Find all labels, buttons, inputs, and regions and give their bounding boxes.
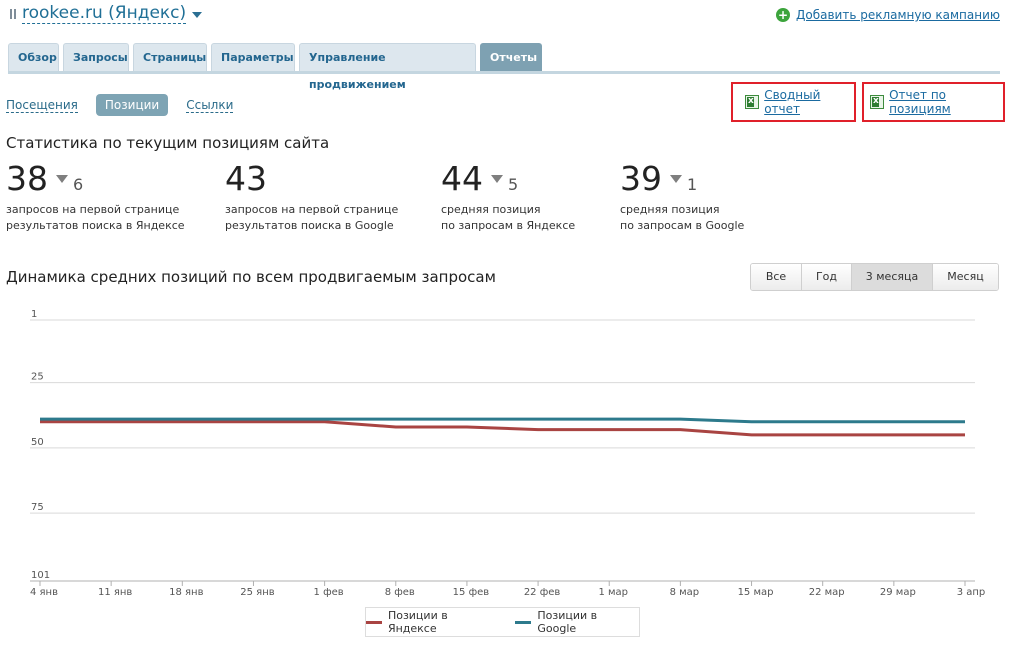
stat-value: 38	[6, 159, 48, 198]
dynamics-heading: Динамика средних позиций по всем продвиг…	[6, 268, 496, 286]
subnav-positions[interactable]: Позиции	[95, 94, 169, 116]
plus-icon: +	[775, 8, 790, 22]
sub-navigation: Посещения Позиции Ссылки	[6, 94, 234, 116]
stat-caption-line: запросов на первой странице	[225, 203, 399, 216]
y-tick-label: 1	[31, 309, 37, 320]
positions-report-label[interactable]: Отчет по позициям	[889, 88, 951, 116]
stats-heading: Статистика по текущим позициям сайта	[6, 134, 330, 152]
tab-overview[interactable]: Обзор	[8, 43, 59, 71]
x-tick-label: 15 мар	[738, 587, 774, 598]
x-tick-label: 8 фев	[385, 587, 415, 598]
subnav-visits[interactable]: Посещения	[6, 97, 78, 113]
x-tick-label: 22 мар	[809, 587, 845, 598]
range-year-button[interactable]: Год	[801, 264, 851, 290]
stat-caption-line: запросов на первой странице	[6, 203, 180, 216]
stat-caption-line: результатов поиска в Яндексе	[6, 219, 185, 232]
series-line-yandex	[40, 420, 965, 437]
stat-caption-line: по запросам в Google	[620, 219, 745, 232]
x-tick-label: 29 мар	[880, 587, 916, 598]
add-campaign-link[interactable]: + Добавить рекламную кампанию	[775, 8, 1000, 22]
y-tick-label: 50	[31, 437, 44, 448]
positions-chart: 1 25 50 75 101 4 янв 11 янв 18 янв 25 янв 1 фев 8 …	[30, 309, 986, 598]
x-tick-label: 22 фев	[524, 587, 561, 598]
positions-report-link[interactable]: Отчет по позициям	[862, 82, 1005, 122]
site-name[interactable]: rookee.ru (Яндекс)	[22, 3, 187, 24]
stat-delta: 6	[73, 175, 84, 194]
x-tick-label: 18 янв	[169, 587, 203, 598]
legend-label-yandex: Позиции в Яндексе	[387, 609, 448, 635]
stat-caption: средняя позиция по запросам в Яндексе	[441, 202, 575, 234]
stat-value: 43	[225, 159, 267, 198]
stat-caption: запросов на первой странице результатов …	[225, 202, 398, 234]
legend-label-google: Позиции в Google	[537, 609, 598, 635]
tab-pages[interactable]: Страницы	[133, 43, 207, 71]
tab-parameters[interactable]: Параметры	[211, 43, 295, 71]
stat-caption-line: по запросам в Яндексе	[441, 219, 576, 232]
arrow-down-icon	[56, 175, 68, 183]
excel-icon	[870, 95, 885, 109]
stat-caption: средняя позиция по запросам в Google	[620, 202, 744, 234]
tab-reports[interactable]: Отчеты	[480, 43, 542, 71]
add-campaign-label[interactable]: Добавить рекламную кампанию	[795, 8, 1000, 22]
x-tick-label: 4 янв	[30, 587, 58, 598]
site-selector[interactable]: rookee.ru (Яндекс)	[10, 3, 203, 24]
x-tick-label: 8 мар	[670, 587, 700, 598]
stat-delta: 1	[687, 175, 698, 194]
x-tick-label: 25 янв	[240, 587, 274, 598]
x-tick-label: 3 апр	[957, 587, 986, 598]
stat-caption-line: средняя позиция	[620, 203, 720, 216]
chart-legend: Позиции в Яндексе Позиции в Google	[365, 607, 640, 637]
drag-handle-icon	[10, 8, 16, 19]
series-line-google	[40, 417, 965, 424]
range-3-months-button[interactable]: 3 месяца	[851, 264, 932, 290]
subnav-links[interactable]: Ссылки	[186, 97, 234, 113]
y-tick-label: 25	[31, 372, 44, 383]
main-tabs: Обзор Запросы Страницы Параметры Управле…	[8, 43, 542, 91]
range-all-button[interactable]: Все	[751, 264, 801, 290]
stat-google-avg-position: 39 1 средняя позиция по запросам в Googl…	[620, 160, 744, 234]
y-tick-label: 75	[31, 502, 44, 513]
tab-queries[interactable]: Запросы	[63, 43, 129, 71]
legend-item-google[interactable]: Позиции в Google	[515, 609, 639, 635]
stat-caption-line: результатов поиска в Google	[225, 219, 394, 232]
stat-caption-line: средняя позиция	[441, 203, 541, 216]
legend-item-yandex[interactable]: Позиции в Яндексе	[366, 609, 499, 635]
legend-swatch-yandex	[366, 620, 382, 624]
arrow-down-icon	[491, 175, 503, 183]
range-selector: Все Год 3 месяца Месяц	[750, 263, 999, 291]
excel-icon	[745, 95, 760, 109]
stat-yandex-first-page: 38 6 запросов на первой странице результ…	[6, 160, 185, 234]
x-tick-label: 1 мар	[598, 587, 628, 598]
stat-caption: запросов на первой странице результатов …	[6, 202, 185, 234]
arrow-down-icon	[670, 175, 682, 183]
summary-report-link[interactable]: Сводный отчет	[731, 82, 856, 122]
stat-delta: 5	[508, 175, 519, 194]
stat-google-first-page: 43 запросов на первой странице результат…	[225, 160, 398, 234]
stat-value: 44	[441, 159, 483, 198]
y-tick-label: 101	[31, 570, 50, 581]
legend-swatch-google	[515, 620, 532, 624]
range-month-button[interactable]: Месяц	[932, 264, 998, 290]
x-tick-label: 1 фев	[314, 587, 344, 598]
summary-report-label[interactable]: Сводный отчет	[764, 88, 821, 116]
x-tick-label: 15 фев	[453, 587, 490, 598]
stat-value: 39	[620, 159, 662, 198]
stat-yandex-avg-position: 44 5 средняя позиция по запросам в Яндек…	[441, 160, 575, 234]
tab-promotion[interactable]: Управление продвижением	[299, 43, 476, 91]
x-tick-label: 11 янв	[98, 587, 132, 598]
tab-underline	[8, 71, 1000, 74]
chevron-down-icon[interactable]	[192, 11, 203, 18]
